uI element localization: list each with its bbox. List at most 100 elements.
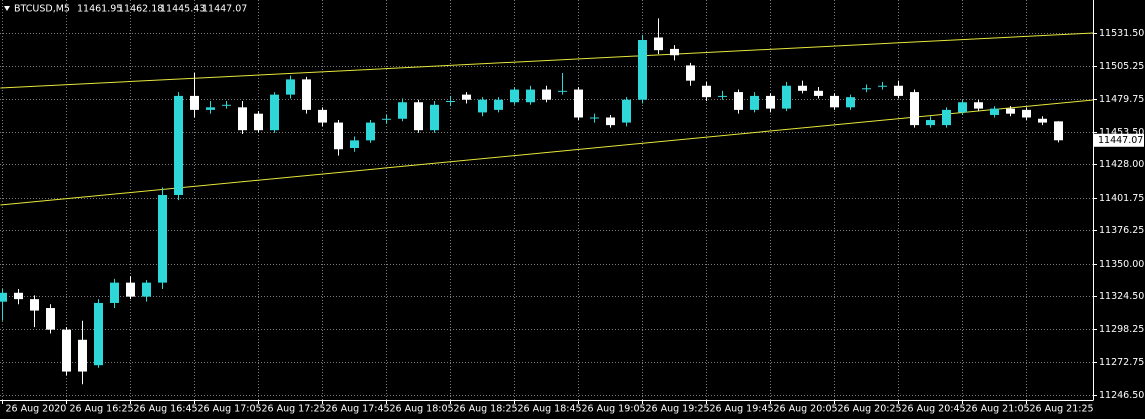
candle-body bbox=[670, 48, 679, 56]
candle-body bbox=[254, 113, 263, 131]
candle-body bbox=[910, 92, 919, 126]
y-tick-label: 11298.25 bbox=[1099, 324, 1144, 335]
candle-body bbox=[958, 102, 967, 113]
candle-body bbox=[1054, 121, 1063, 141]
candle-body bbox=[686, 65, 695, 81]
candle-body bbox=[766, 95, 775, 109]
x-tick-label: 26 Aug 19:25 bbox=[646, 404, 710, 415]
y-tick-label: 11453.50 bbox=[1099, 127, 1144, 138]
candle-body bbox=[94, 302, 103, 366]
candle-body bbox=[0, 292, 7, 302]
candle-body bbox=[398, 102, 407, 119]
x-tick-label: 26 Aug 19:05 bbox=[582, 404, 646, 415]
candle-body bbox=[78, 339, 87, 372]
candle-body bbox=[30, 299, 39, 311]
candle-body bbox=[606, 117, 615, 126]
candle-body bbox=[830, 95, 839, 108]
candle-body bbox=[862, 88, 871, 90]
candle-body bbox=[478, 99, 487, 113]
x-tick-label: 26 Aug 16:45 bbox=[134, 404, 198, 415]
candle-body bbox=[414, 102, 423, 131]
y-tick-label: 11376.25 bbox=[1099, 225, 1144, 236]
candle-body bbox=[1038, 118, 1047, 123]
candle-body bbox=[846, 97, 855, 108]
candle-body bbox=[622, 99, 631, 123]
candle-body bbox=[302, 79, 311, 110]
candle-body bbox=[366, 122, 375, 141]
candle-body bbox=[62, 329, 71, 372]
candle-body bbox=[238, 107, 247, 131]
candle-body bbox=[318, 109, 327, 123]
candle-body bbox=[430, 104, 439, 131]
candle-body bbox=[222, 104, 231, 106]
x-tick-label: 26 Aug 17:25 bbox=[262, 404, 326, 415]
candle-body bbox=[158, 194, 167, 283]
candle-body bbox=[14, 292, 23, 300]
header-close: 11447.07 bbox=[202, 4, 247, 15]
candle-body bbox=[270, 94, 279, 131]
header-open: 11461.95 bbox=[77, 4, 122, 15]
y-tick-label: 11324.50 bbox=[1099, 291, 1144, 302]
candle-body bbox=[174, 95, 183, 195]
candle-body bbox=[510, 89, 519, 103]
candle-body bbox=[878, 85, 887, 87]
candle-body bbox=[462, 94, 471, 100]
candle-body bbox=[142, 282, 151, 297]
x-tick-label: 26 Aug 18:05 bbox=[390, 404, 454, 415]
candle-body bbox=[942, 109, 951, 126]
candle-body bbox=[446, 100, 455, 102]
candle-body bbox=[974, 102, 983, 109]
candle-body bbox=[126, 282, 135, 297]
y-tick-label: 11428.00 bbox=[1099, 159, 1144, 170]
x-tick-label: 26 Aug 21:25 bbox=[1030, 404, 1094, 415]
candle-body bbox=[926, 120, 935, 126]
axes: 11531.50 11505.25 11479.75 11453.50 11428.00… bbox=[2, 28, 1144, 415]
candle-body bbox=[702, 85, 711, 98]
candle-body bbox=[382, 118, 391, 120]
candle-body bbox=[814, 90, 823, 96]
candle-body bbox=[334, 122, 343, 150]
x-tick-label: 26 Aug 18:25 bbox=[454, 404, 518, 415]
price-label-bg bbox=[1094, 133, 1144, 147]
x-tick-label: 26 Aug 20:05 bbox=[774, 404, 838, 415]
x-tick-label: 26 Aug 19:45 bbox=[710, 404, 774, 415]
candle-body bbox=[46, 308, 55, 330]
price-label: 11447.07 bbox=[1098, 135, 1143, 146]
candle-body bbox=[1006, 108, 1015, 114]
candle-body bbox=[718, 95, 727, 97]
trend-line bbox=[0, 32, 1094, 89]
y-tick-label: 11246.50 bbox=[1099, 390, 1144, 401]
y-tick-label: 11479.75 bbox=[1099, 94, 1144, 105]
candle-body bbox=[1022, 109, 1031, 118]
candle-body bbox=[798, 85, 807, 91]
candle-body bbox=[750, 95, 759, 110]
candle-body bbox=[782, 85, 791, 109]
x-tick-label: 26 Aug 21:05 bbox=[966, 404, 1030, 415]
y-tick-label: 11531.50 bbox=[1099, 28, 1144, 39]
candle-body bbox=[206, 107, 215, 110]
candle-body bbox=[350, 140, 359, 148]
candle-body bbox=[190, 95, 199, 110]
candle-body bbox=[494, 99, 503, 110]
symbol: BTCUSD,M5 bbox=[14, 4, 70, 15]
candle-body bbox=[526, 89, 535, 103]
candle-body bbox=[558, 90, 567, 92]
menu-arrow[interactable] bbox=[4, 6, 10, 11]
candle-body bbox=[638, 40, 647, 100]
header-high: 11462.18 bbox=[118, 4, 163, 15]
y-tick-label: 11505.25 bbox=[1099, 61, 1144, 72]
x-tick-label: 26 Aug 16:25 bbox=[70, 404, 134, 415]
candle-body bbox=[894, 85, 903, 96]
candle-body bbox=[574, 89, 583, 118]
x-tick-label: 26 Aug 20:45 bbox=[902, 404, 966, 415]
y-tick-label: 11272.75 bbox=[1099, 357, 1144, 368]
x-tick-label: 26 Aug 17:45 bbox=[326, 404, 390, 415]
candle-body bbox=[110, 282, 119, 303]
candle-body bbox=[734, 92, 743, 110]
candle-body bbox=[542, 89, 551, 100]
x-tick-label: 26 Aug 20:25 bbox=[838, 404, 902, 415]
header-low: 11445.43 bbox=[160, 4, 205, 15]
candle-body bbox=[654, 37, 663, 51]
